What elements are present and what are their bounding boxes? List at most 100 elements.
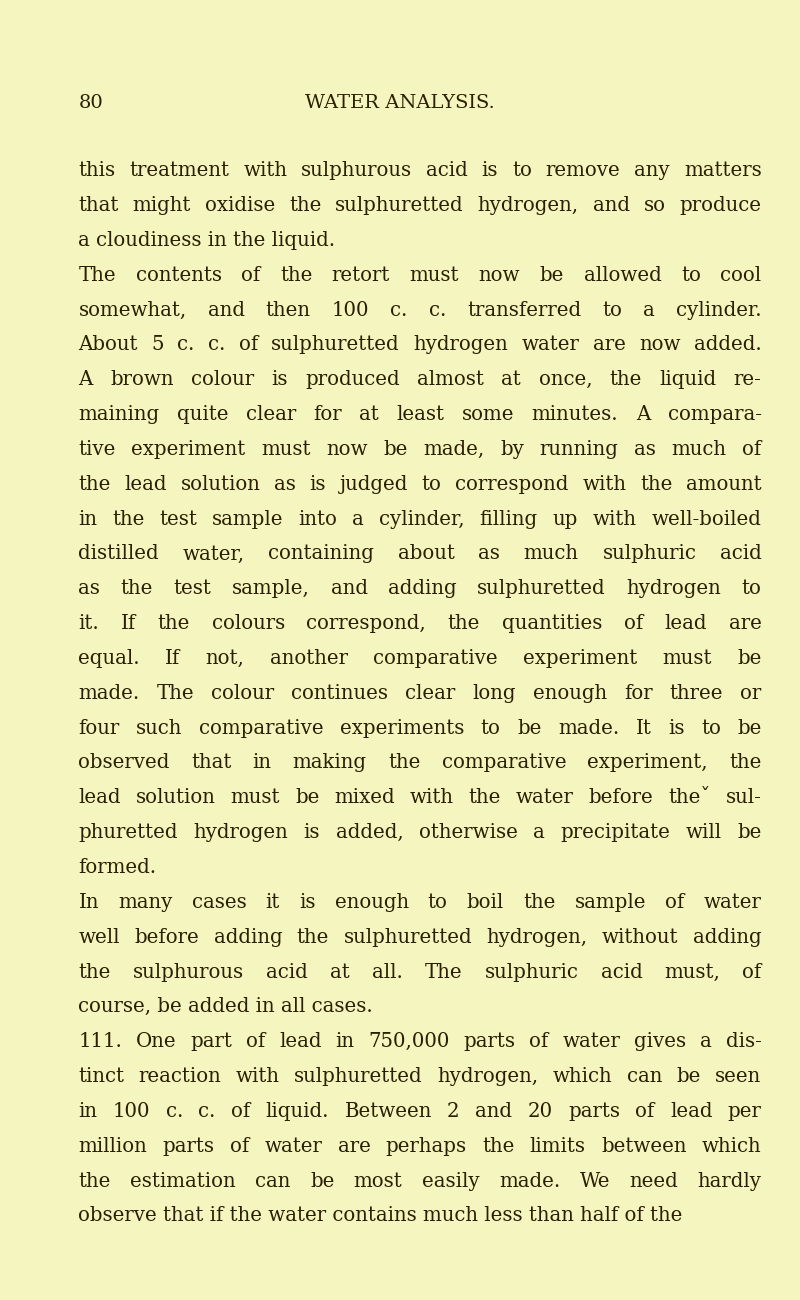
Text: A: A [78, 370, 93, 389]
Text: four: four [78, 719, 120, 737]
Text: observed: observed [78, 754, 170, 772]
Text: allowed: allowed [584, 265, 662, 285]
Text: easily: easily [422, 1171, 479, 1191]
Text: before: before [589, 788, 654, 807]
Text: the: the [523, 893, 555, 911]
Text: cases: cases [191, 893, 246, 911]
Text: sulphuretted: sulphuretted [335, 196, 464, 214]
Text: enough: enough [334, 893, 409, 911]
Text: 100: 100 [113, 1102, 150, 1121]
Text: the: the [388, 754, 420, 772]
Text: made.: made. [499, 1171, 560, 1191]
Text: with: with [236, 1067, 280, 1086]
Text: hydrogen,: hydrogen, [486, 928, 587, 946]
Text: comparative: comparative [373, 649, 498, 668]
Text: be: be [738, 823, 762, 842]
Text: with: with [410, 788, 454, 807]
Text: a: a [353, 510, 364, 529]
Text: cool: cool [721, 265, 762, 285]
Text: gives: gives [634, 1032, 686, 1052]
Text: at: at [359, 406, 379, 424]
Text: to: to [481, 719, 501, 737]
Text: with: with [593, 510, 637, 529]
Text: One: One [136, 1032, 177, 1052]
Text: clear: clear [406, 684, 456, 703]
Text: re-: re- [734, 370, 762, 389]
Text: part: part [190, 1032, 233, 1052]
Text: solution: solution [136, 788, 216, 807]
Text: experiment: experiment [523, 649, 638, 668]
Text: comparative: comparative [199, 719, 323, 737]
Text: now: now [478, 265, 520, 285]
Text: be: be [517, 719, 542, 737]
Text: A: A [636, 406, 650, 424]
Text: amount: amount [686, 474, 762, 494]
Text: made,: made, [423, 439, 485, 459]
Text: liquid: liquid [659, 370, 716, 389]
Text: all.: all. [372, 962, 402, 982]
Text: 5: 5 [151, 335, 164, 355]
Text: lead: lead [665, 614, 707, 633]
Text: and: and [208, 300, 245, 320]
Text: much: much [524, 545, 578, 563]
Text: in: in [78, 510, 98, 529]
Text: comparative: comparative [442, 754, 566, 772]
Text: c.: c. [208, 335, 226, 355]
Text: sul-: sul- [726, 788, 762, 807]
Text: If: If [121, 614, 136, 633]
Text: the: the [280, 265, 312, 285]
Text: the: the [121, 580, 153, 598]
Text: formed.: formed. [78, 858, 157, 878]
Text: without: without [602, 928, 678, 946]
Text: c.: c. [166, 1102, 183, 1121]
Text: sulphuretted: sulphuretted [478, 580, 606, 598]
Text: and: and [330, 580, 367, 598]
Text: produce: produce [679, 196, 762, 214]
Text: of: of [624, 614, 643, 633]
Text: adding: adding [388, 580, 457, 598]
Text: is: is [310, 474, 326, 494]
Text: 20: 20 [527, 1102, 553, 1121]
Text: correspond: correspond [455, 474, 569, 494]
Text: adding: adding [693, 928, 762, 946]
Text: somewhat,: somewhat, [78, 300, 186, 320]
Text: clear: clear [246, 406, 296, 424]
Text: filling: filling [479, 510, 538, 529]
Text: before: before [134, 928, 199, 946]
Text: up: up [553, 510, 578, 529]
Text: the: the [640, 474, 672, 494]
Text: about: about [398, 545, 454, 563]
Text: perhaps: perhaps [386, 1136, 467, 1156]
Text: are: are [593, 335, 626, 355]
Text: added,: added, [335, 823, 403, 842]
Text: brown: brown [110, 370, 174, 389]
Text: sample,: sample, [232, 580, 310, 598]
Text: as: as [274, 474, 296, 494]
Text: well-boiled: well-boiled [652, 510, 762, 529]
Text: cylinder,: cylinder, [379, 510, 465, 529]
Text: produced: produced [306, 370, 400, 389]
Text: dis-: dis- [726, 1032, 762, 1052]
Text: colour: colour [211, 684, 274, 703]
Text: it: it [266, 893, 280, 911]
Text: seen: seen [715, 1067, 762, 1086]
Text: are: are [338, 1136, 370, 1156]
Text: estimation: estimation [130, 1171, 236, 1191]
Text: c.: c. [429, 300, 446, 320]
Text: of: of [635, 1102, 654, 1121]
Text: almost: almost [418, 370, 484, 389]
Text: running: running [540, 439, 618, 459]
Text: hydrogen,: hydrogen, [438, 1067, 538, 1086]
Text: for: for [624, 684, 653, 703]
Text: so: so [644, 196, 666, 214]
Text: the: the [297, 928, 329, 946]
Text: water: water [516, 788, 574, 807]
Text: sample: sample [574, 893, 646, 911]
Text: is: is [303, 823, 320, 842]
Text: cylinder.: cylinder. [676, 300, 762, 320]
Text: and: and [593, 196, 630, 214]
Text: liquid.: liquid. [266, 1102, 329, 1121]
Text: c.: c. [390, 300, 408, 320]
Text: continues: continues [291, 684, 388, 703]
Text: a: a [533, 823, 545, 842]
